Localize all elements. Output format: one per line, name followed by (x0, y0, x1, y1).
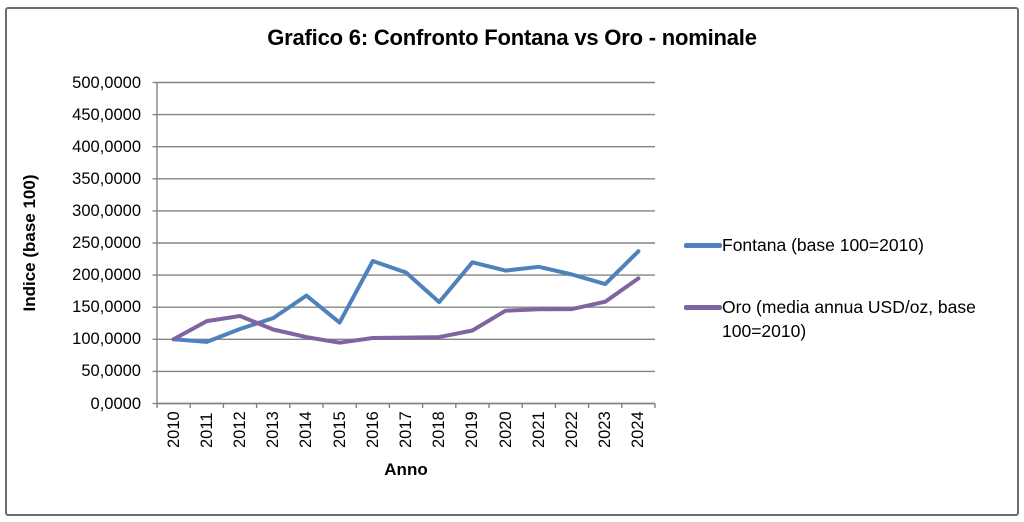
y-tick-label: 0,0000 (90, 394, 141, 413)
legend-item-oro: Oro (media annua USD/oz, base 100=2010) (684, 295, 1014, 343)
x-tick-label: 2018 (430, 411, 449, 448)
x-tick-label: 2019 (463, 411, 482, 448)
y-tick-label: 400,0000 (72, 137, 141, 156)
figure-border (5, 7, 1019, 516)
y-tick-label: 150,0000 (72, 298, 141, 317)
legend-label-oro: Oro (media annua USD/oz, base 100=2010) (722, 297, 976, 341)
x-tick-label: 2017 (397, 411, 415, 448)
x-tick-label: 2012 (231, 411, 249, 448)
x-tick-label: 2024 (629, 411, 648, 448)
x-tick-label: 2011 (197, 412, 216, 448)
x-tick-label: 2015 (330, 411, 349, 448)
series-line-1 (171, 276, 641, 345)
legend: Fontana (base 100=2010) Oro (media annua… (684, 233, 1014, 343)
y-tick-label: 500,0000 (72, 73, 141, 92)
y-tick-label: 100,0000 (72, 330, 141, 349)
x-axis-title: Anno (384, 460, 428, 479)
x-tick-label: 2016 (363, 411, 382, 448)
x-tick-label: 2010 (164, 411, 183, 448)
y-tick-label: 50,0000 (81, 362, 141, 381)
x-tick-label: 2013 (264, 411, 283, 448)
x-tick-label: 2021 (529, 411, 548, 448)
y-tick-label: 250,0000 (72, 234, 141, 252)
y-tick-label: 450,0000 (72, 105, 141, 124)
oro-line-swatch (684, 305, 722, 310)
x-tick-label: 2014 (297, 411, 316, 448)
x-tick-label: 2020 (496, 411, 515, 448)
fontana-line-swatch (684, 243, 722, 248)
legend-label-fontana: Fontana (base 100=2010) (722, 235, 924, 255)
x-tick-label: 2022 (563, 411, 581, 448)
legend-item-fontana: Fontana (base 100=2010) (684, 233, 1014, 257)
series-line-0 (171, 249, 641, 344)
y-tick-label: 300,0000 (72, 201, 141, 220)
y-tick-label: 350,0000 (72, 169, 141, 188)
x-tick-label: 2023 (596, 411, 615, 448)
y-tick-label: 200,0000 (72, 266, 141, 285)
chart-title: Grafico 6: Confronto Fontana vs Oro - no… (267, 25, 757, 50)
